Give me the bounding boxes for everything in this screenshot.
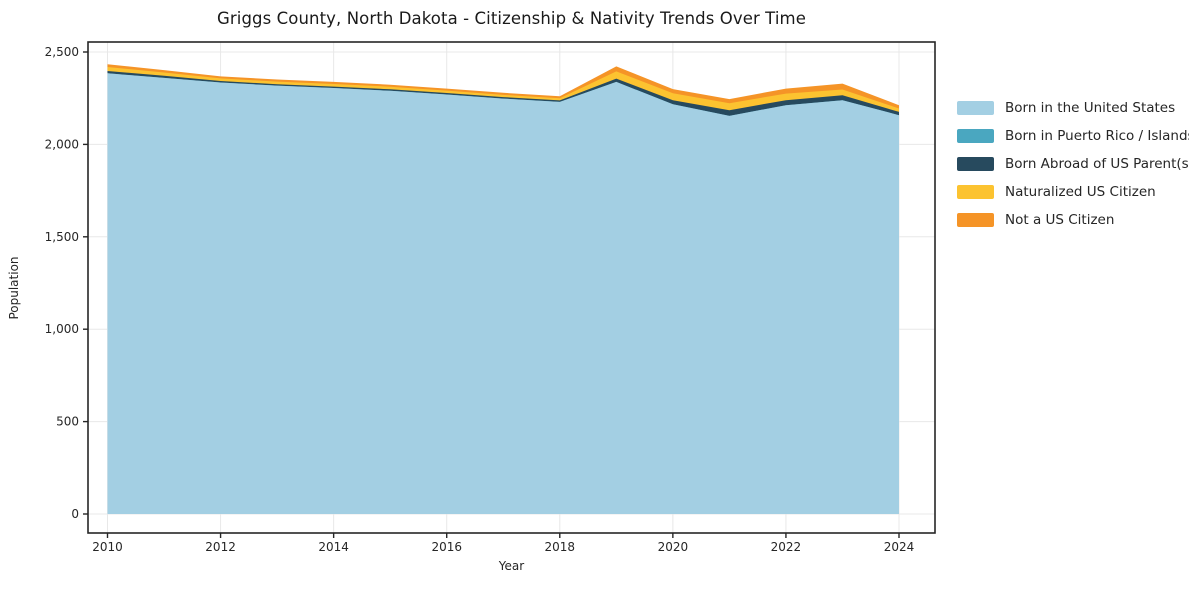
x-tick-label: 2010 (92, 540, 123, 554)
legend-item-2: Born Abroad of US Parent(s) (957, 156, 1189, 172)
x-axis-label: Year (498, 559, 525, 573)
legend-label: Not a US Citizen (1005, 212, 1115, 228)
x-tick-label: 2018 (545, 540, 576, 554)
legend-item-4: Not a US Citizen (957, 212, 1189, 228)
x-tick-label: 2022 (771, 540, 802, 554)
x-axis: 2010 2012 2014 2016 2018 2020 2022 2024 (92, 533, 914, 554)
x-tick-label: 2014 (318, 540, 349, 554)
y-tick-label: 1,000 (45, 322, 79, 336)
y-axis: 0 500 1,000 1,500 2,000 2,500 (45, 45, 88, 521)
chart-title: Griggs County, North Dakota - Citizenshi… (217, 9, 806, 28)
legend-swatch (957, 101, 994, 115)
legend-swatch (957, 213, 994, 227)
y-tick-label: 500 (56, 415, 79, 429)
legend-swatch (957, 157, 994, 171)
x-tick-label: 2012 (205, 540, 236, 554)
y-axis-label: Population (7, 256, 21, 320)
legend: Born in the United States Born in Puerto … (957, 100, 1189, 228)
y-tick-label: 2,500 (45, 45, 79, 59)
y-tick-label: 0 (71, 507, 79, 521)
x-tick-label: 2020 (658, 540, 689, 554)
legend-item-3: Naturalized US Citizen (957, 184, 1189, 200)
legend-label: Naturalized US Citizen (1005, 184, 1156, 200)
x-tick-label: 2016 (431, 540, 462, 554)
legend-label: Born Abroad of US Parent(s) (1005, 156, 1189, 172)
legend-swatch (957, 185, 994, 199)
legend-item-1: Born in Puerto Rico / Islands (957, 128, 1189, 144)
y-tick-label: 2,000 (45, 137, 79, 151)
legend-swatch (957, 129, 994, 143)
x-tick-label: 2024 (884, 540, 915, 554)
plot-border (87, 41, 936, 534)
area-series-0 (107, 73, 899, 515)
legend-item-0: Born in the United States (957, 100, 1189, 116)
y-tick-label: 1,500 (45, 230, 79, 244)
stacked-areas (107, 64, 899, 515)
legend-label: Born in the United States (1005, 100, 1176, 116)
legend-label: Born in Puerto Rico / Islands (1005, 128, 1189, 144)
